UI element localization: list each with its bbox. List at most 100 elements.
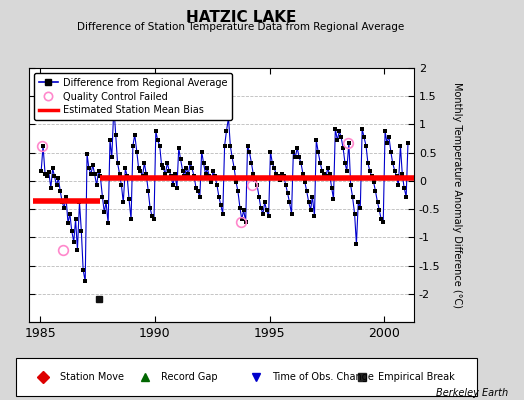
Text: Station Move: Station Move bbox=[60, 372, 124, 382]
Legend: Difference from Regional Average, Quality Control Failed, Estimated Station Mean: Difference from Regional Average, Qualit… bbox=[34, 73, 232, 120]
Point bbox=[396, 143, 405, 149]
Point bbox=[390, 168, 399, 174]
Point bbox=[335, 128, 343, 134]
Point bbox=[64, 220, 72, 226]
Point bbox=[219, 210, 227, 217]
Point bbox=[205, 173, 213, 180]
Point bbox=[297, 160, 305, 166]
Point bbox=[140, 160, 149, 166]
Point bbox=[92, 182, 101, 189]
Point bbox=[110, 103, 118, 110]
Point bbox=[77, 227, 85, 234]
Point bbox=[87, 171, 95, 177]
Point bbox=[234, 188, 242, 194]
Point bbox=[198, 148, 206, 155]
Point bbox=[402, 194, 410, 200]
Point bbox=[345, 139, 353, 146]
Text: HATZIC LAKE: HATZIC LAKE bbox=[186, 10, 296, 25]
Point bbox=[94, 168, 103, 174]
Point bbox=[226, 143, 235, 149]
Point bbox=[211, 173, 219, 180]
Point bbox=[251, 176, 259, 183]
Point bbox=[138, 173, 147, 180]
Point bbox=[318, 168, 326, 174]
Point bbox=[173, 184, 181, 191]
Point bbox=[348, 194, 357, 200]
Point bbox=[263, 207, 271, 214]
Point bbox=[383, 139, 391, 146]
Point bbox=[133, 148, 141, 155]
Point bbox=[107, 154, 116, 160]
Point bbox=[213, 182, 221, 189]
Point bbox=[169, 182, 177, 189]
Point bbox=[62, 194, 70, 200]
Point bbox=[287, 210, 296, 217]
Point bbox=[221, 143, 229, 149]
Point bbox=[102, 199, 110, 206]
Point bbox=[209, 168, 217, 174]
Point bbox=[293, 145, 301, 151]
Point bbox=[56, 188, 64, 194]
Point bbox=[130, 132, 139, 138]
Point bbox=[362, 143, 370, 149]
Point bbox=[224, 114, 233, 121]
Point bbox=[151, 128, 160, 134]
Point bbox=[343, 168, 351, 174]
Point bbox=[369, 179, 378, 185]
Point bbox=[366, 168, 374, 174]
Point bbox=[123, 173, 132, 180]
Point bbox=[299, 171, 307, 177]
Point bbox=[75, 199, 84, 206]
Point bbox=[184, 171, 192, 177]
Point bbox=[52, 182, 61, 189]
Point bbox=[100, 209, 108, 215]
Point bbox=[249, 171, 257, 177]
Point bbox=[272, 171, 280, 177]
Text: Record Gap: Record Gap bbox=[161, 372, 217, 382]
Point bbox=[98, 194, 106, 200]
Point bbox=[66, 210, 74, 217]
Point bbox=[125, 196, 133, 202]
Point bbox=[146, 205, 154, 211]
Point bbox=[177, 156, 185, 163]
Point bbox=[37, 168, 46, 174]
Point bbox=[312, 137, 321, 144]
Point bbox=[323, 165, 332, 172]
Point bbox=[351, 210, 359, 217]
Point bbox=[112, 132, 120, 138]
Point bbox=[216, 201, 225, 208]
Point bbox=[201, 171, 210, 177]
Point bbox=[346, 182, 355, 189]
Point bbox=[43, 173, 51, 180]
Point bbox=[364, 160, 372, 166]
Point bbox=[381, 128, 389, 134]
Point bbox=[154, 137, 162, 144]
Point bbox=[308, 194, 316, 200]
Point bbox=[379, 218, 387, 225]
Point bbox=[285, 199, 293, 206]
Point bbox=[320, 171, 328, 177]
Point bbox=[41, 171, 49, 177]
Point bbox=[45, 169, 53, 176]
Point bbox=[193, 188, 202, 194]
Point bbox=[165, 168, 173, 174]
Point bbox=[398, 171, 407, 177]
Point bbox=[190, 173, 198, 180]
Point bbox=[333, 137, 342, 144]
Point bbox=[148, 213, 156, 219]
Point bbox=[283, 190, 292, 196]
Point bbox=[156, 143, 164, 149]
Point bbox=[113, 160, 122, 166]
Point bbox=[167, 173, 176, 180]
Point bbox=[161, 171, 170, 177]
Point bbox=[207, 179, 215, 185]
Point bbox=[360, 134, 368, 140]
Point bbox=[266, 148, 275, 155]
Point bbox=[83, 150, 91, 157]
Point bbox=[47, 184, 55, 191]
Point bbox=[339, 145, 347, 151]
Point bbox=[228, 154, 236, 160]
Point bbox=[115, 171, 124, 177]
Point bbox=[295, 154, 303, 160]
Point bbox=[85, 165, 93, 172]
